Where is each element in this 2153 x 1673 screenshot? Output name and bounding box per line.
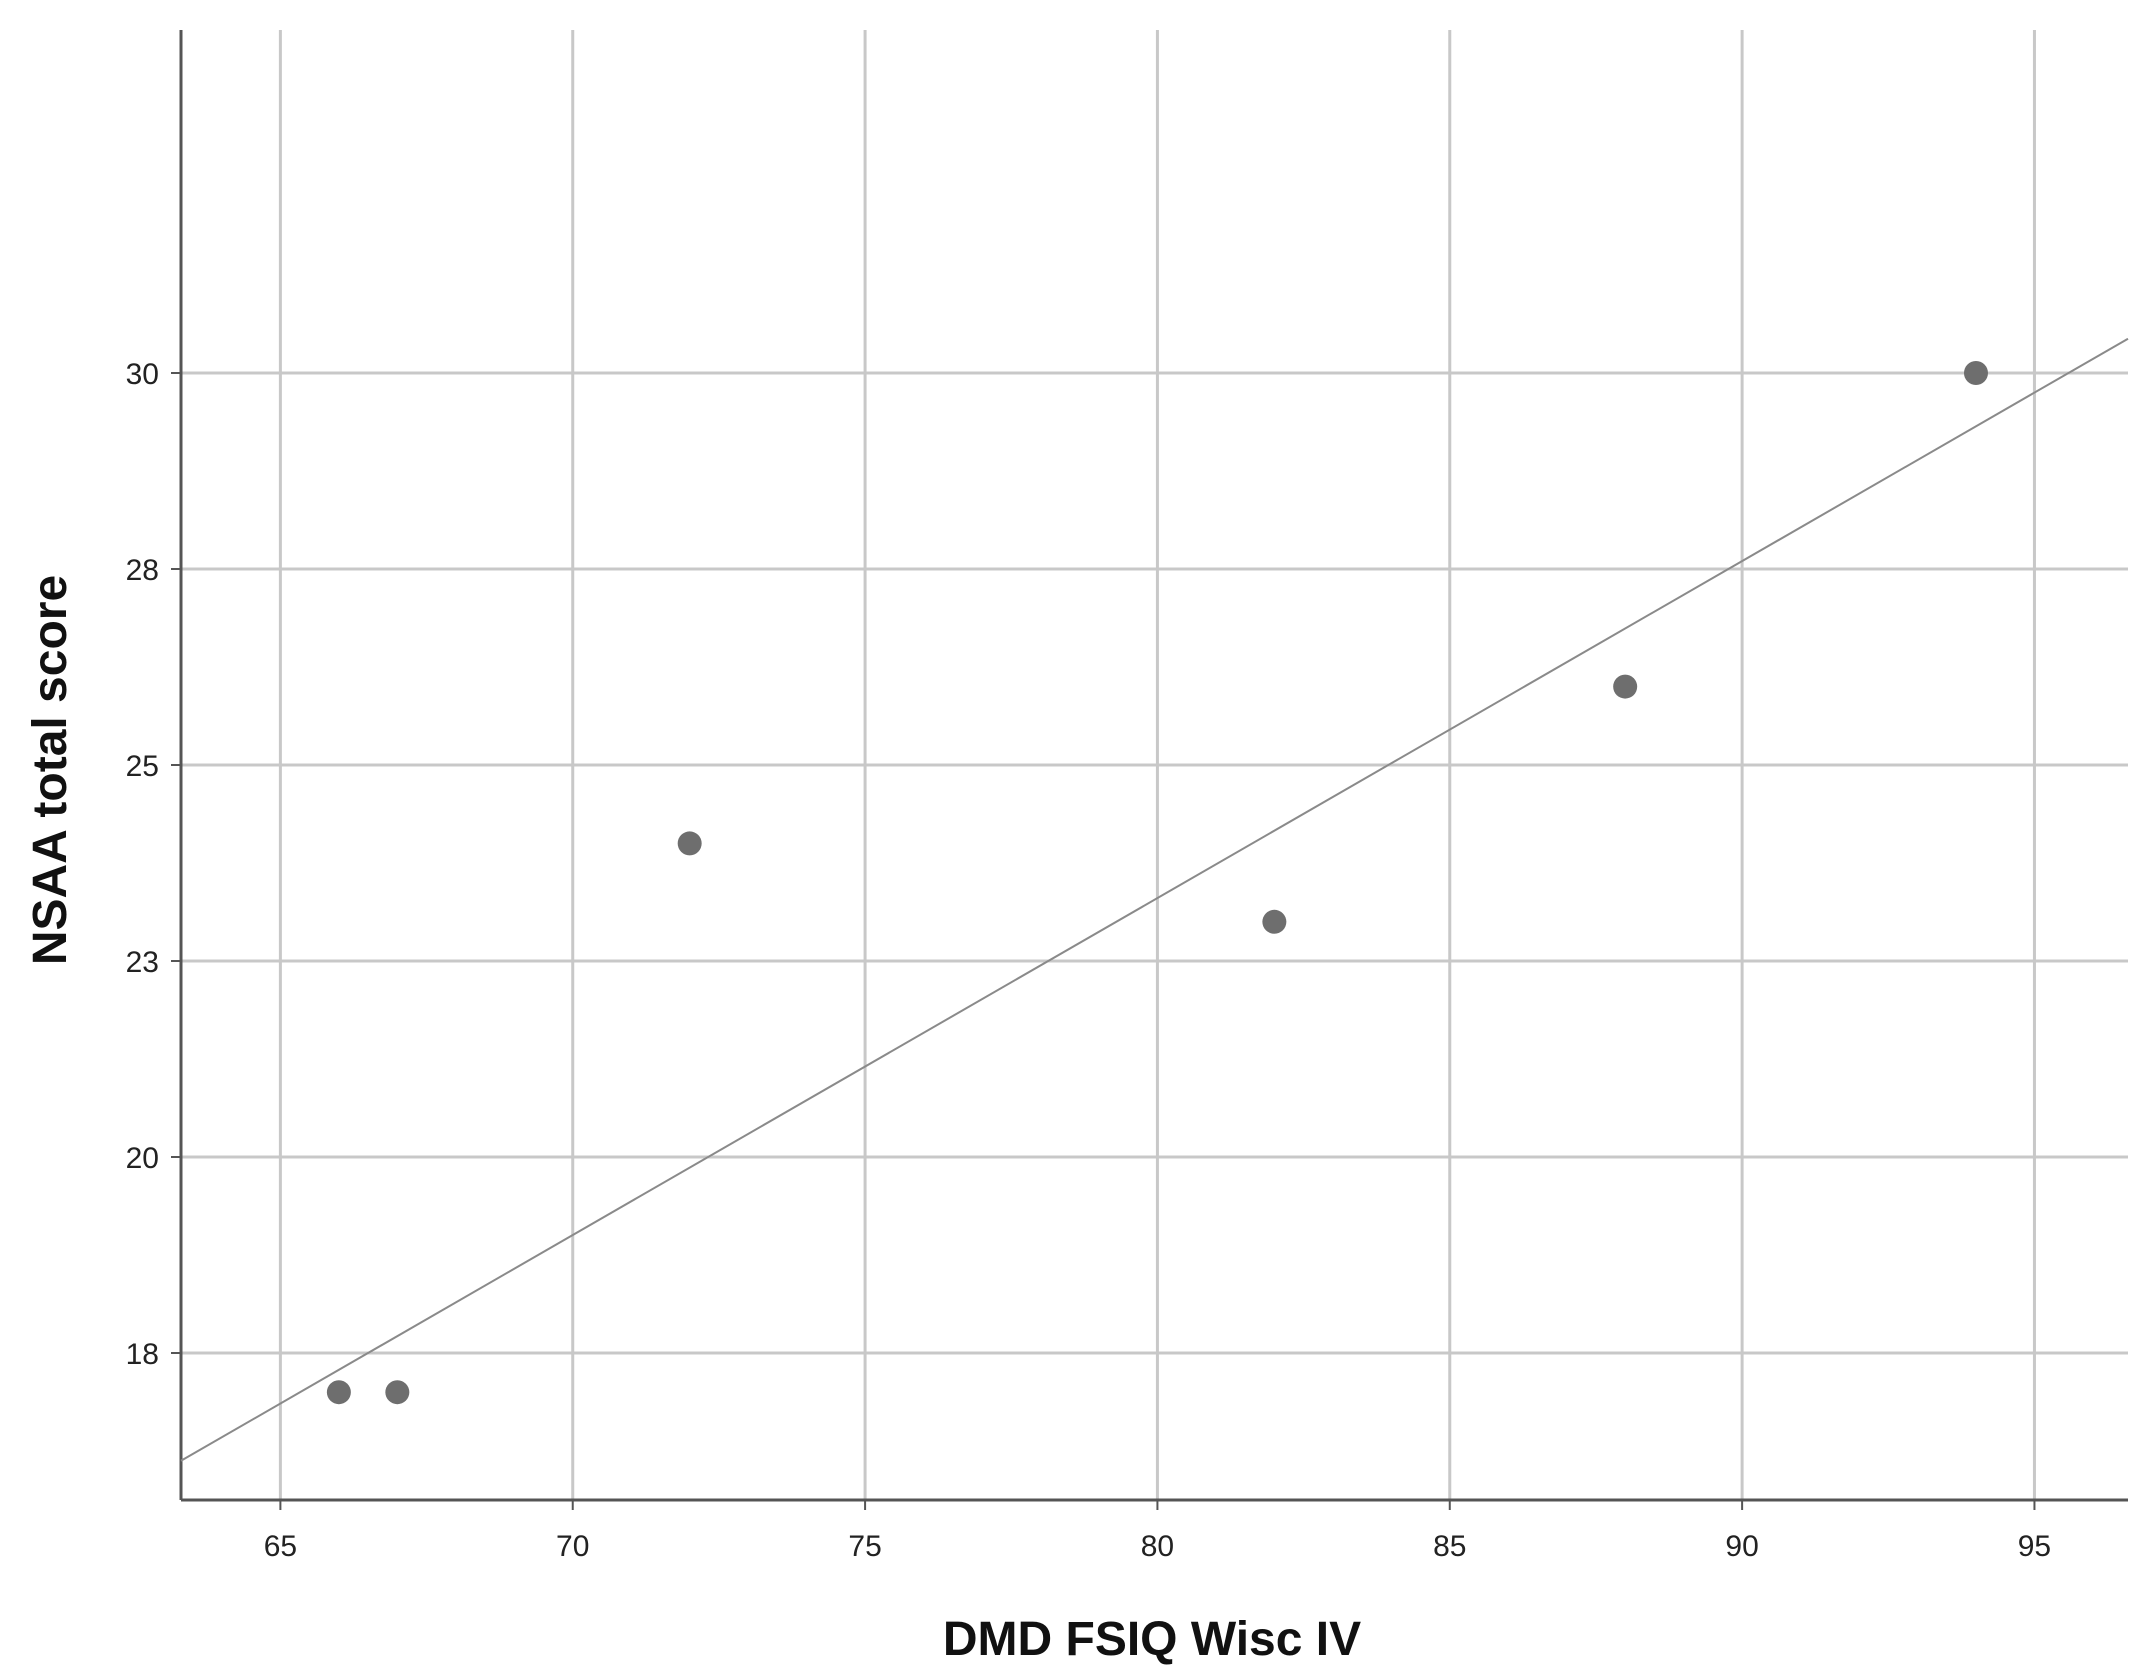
data-point [1262, 909, 1287, 934]
data-point [1963, 361, 1988, 385]
gridlines [181, 30, 2128, 1500]
axes [171, 30, 2128, 1510]
x-tick-label: 90 [1725, 1530, 1758, 1563]
x-axis-title: DMD FSIQ Wisc IV [943, 1613, 1361, 1666]
x-tick-label: 80 [1141, 1530, 1174, 1563]
y-tick-label: 30 [126, 358, 159, 391]
fit-line-layer [180, 337, 2129, 1462]
x-tick-label: 95 [2018, 1530, 2051, 1563]
y-tick-label: 18 [126, 1338, 159, 1371]
data-points [326, 361, 1988, 1405]
tick-labels: 65 70 75 80 85 90 95 18 20 23 25 28 30 [126, 358, 2052, 1563]
y-axis-title: NSAA total score [24, 575, 77, 965]
x-tick-label: 65 [264, 1530, 297, 1563]
x-tick-label: 75 [848, 1530, 881, 1563]
data-point [326, 1380, 351, 1405]
data-point [1613, 674, 1638, 699]
data-point [677, 831, 702, 856]
y-tick-label: 25 [126, 750, 159, 783]
y-tick-label: 20 [126, 1142, 159, 1175]
x-tick-label: 70 [556, 1530, 589, 1563]
y-tick-label: 23 [126, 946, 159, 979]
y-tick-label: 28 [126, 554, 159, 587]
x-tick-label: 85 [1433, 1530, 1466, 1563]
data-point [385, 1380, 410, 1405]
regression-line [180, 337, 2129, 1462]
